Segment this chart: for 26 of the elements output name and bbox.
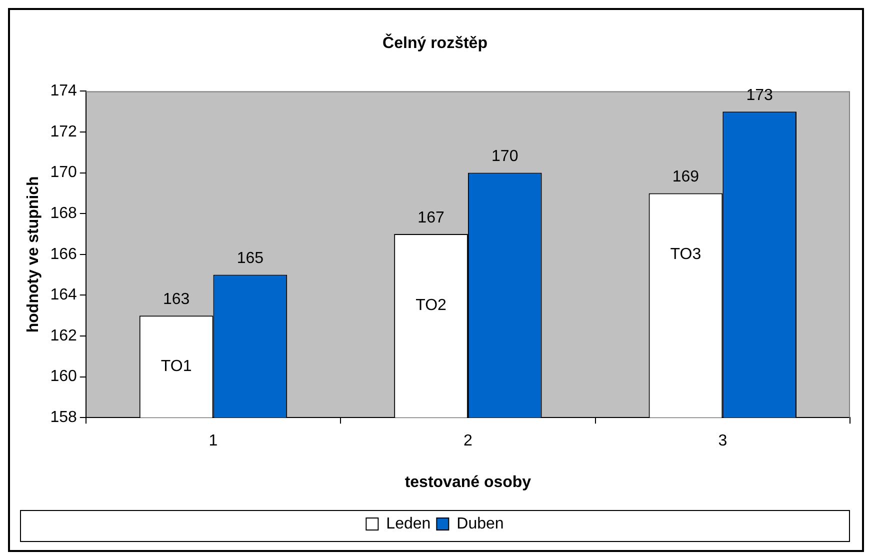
data-label: 163 <box>162 291 190 308</box>
legend-label: Duben <box>456 515 504 532</box>
y-tick-label: 162 <box>50 327 77 344</box>
y-tick-label: 166 <box>50 246 77 263</box>
annotation: TO2 <box>416 296 447 314</box>
x-tick-label: 3 <box>718 432 728 450</box>
data-label: 169 <box>672 168 700 186</box>
x-tick-label: 1 <box>208 432 218 450</box>
chart-title: Čelný rozštěp <box>382 33 488 52</box>
legend-label: Leden <box>386 515 431 532</box>
data-label: 165 <box>236 250 264 268</box>
x-tick-label: 2 <box>463 432 472 450</box>
y-tick-label: 160 <box>50 368 77 386</box>
data-label: 170 <box>492 148 518 166</box>
annotation: TO1 <box>160 358 192 376</box>
y-tick-label: 158 <box>50 409 77 426</box>
y-tick-label: 164 <box>50 286 77 304</box>
y-axis-title: hodnoty ve stupnich <box>25 176 42 333</box>
y-tick-label: 172 <box>50 123 77 140</box>
y-tick-label: 170 <box>50 164 77 182</box>
data-label: 167 <box>418 209 444 226</box>
annotation: TO3 <box>670 246 702 263</box>
y-tick-label: 174 <box>50 82 77 100</box>
x-axis-title: testované osoby <box>404 474 532 491</box>
y-tick-label: 168 <box>50 205 77 222</box>
data-label: 173 <box>746 87 774 104</box>
